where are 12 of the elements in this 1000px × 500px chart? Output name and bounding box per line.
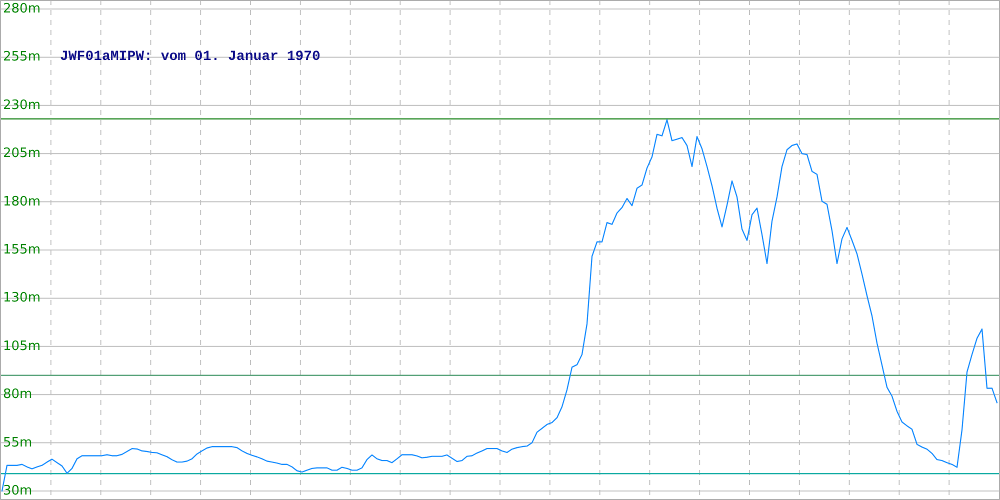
y-tick-label: 205m — [3, 146, 40, 162]
text: JWF01aMIPW: vom 01. Januar 1970 — [60, 48, 320, 65]
y-tick-label: 105m — [3, 338, 40, 354]
y-tick-label: 255m — [3, 50, 40, 65]
y-tick-label: 30m — [3, 484, 32, 499]
y-tick-label: 280m — [3, 2, 40, 17]
y-tick-label: 180m — [3, 194, 40, 210]
y-tick-label: 230m — [3, 98, 40, 113]
y-tick-label: 80m — [3, 387, 32, 402]
y-tick-label: 155m — [3, 242, 40, 258]
y-tick-label: 130m — [3, 290, 40, 306]
y-tick-label: 55m — [3, 435, 32, 450]
